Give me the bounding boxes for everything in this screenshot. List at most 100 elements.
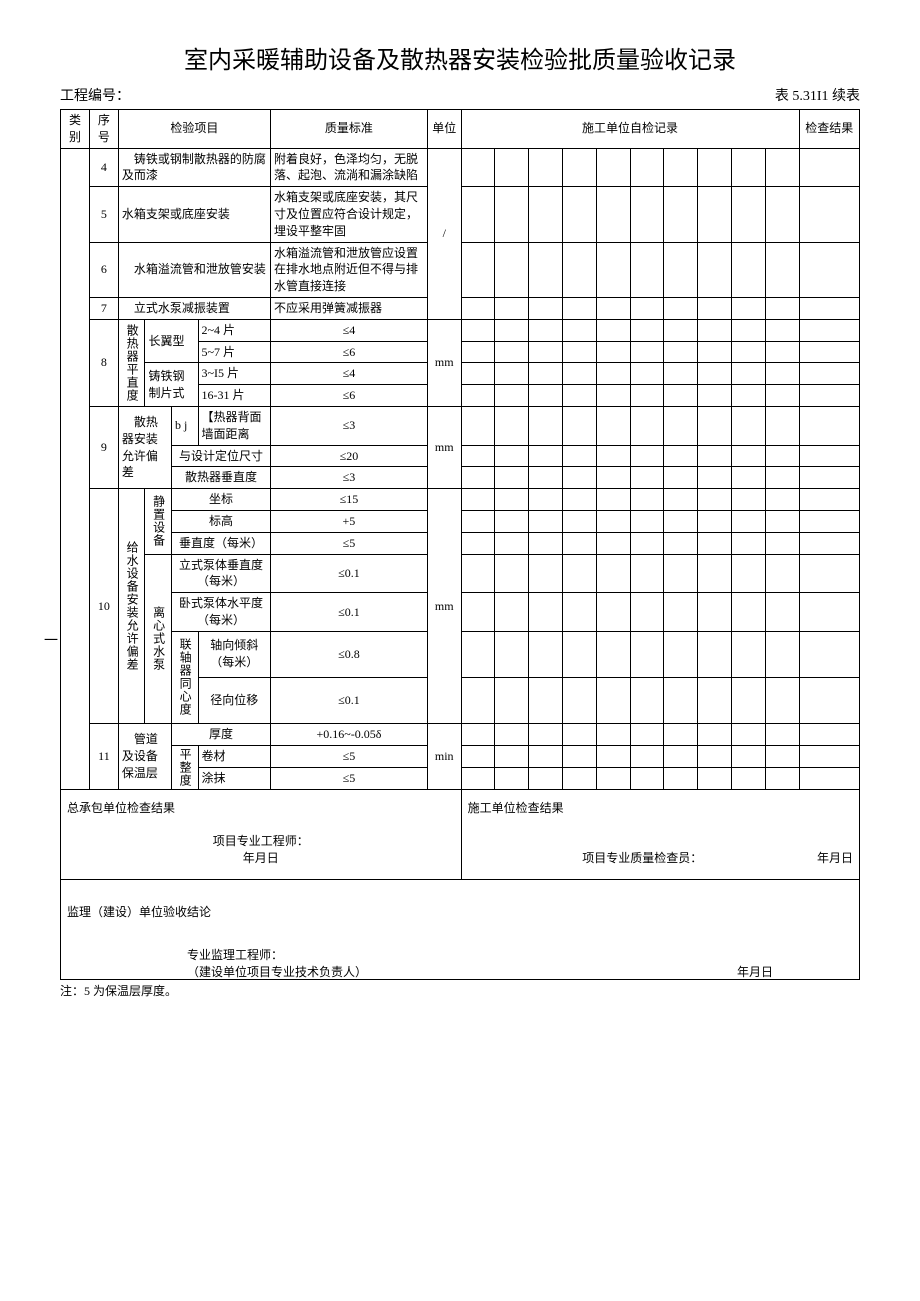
qc-label: 项目专业质量检查员： [582, 850, 702, 867]
supervise-result: 监理（建设）单位验收结论 专业监理工程师： （建设单位项目专业技术负责人） 年月… [61, 879, 860, 979]
contractor-eng: 项目专业工程师： [67, 833, 455, 850]
item-cell: 水箱溢流管和泄放管安装 [118, 242, 270, 297]
leaf-cell: 径向位移 [198, 677, 270, 723]
unit-cell: min [427, 723, 461, 789]
leaf-cell: 卧式泵体水平度（每米） [172, 593, 271, 632]
sub-cell: 静置设备 [145, 489, 172, 554]
unit-cell: mm [427, 406, 461, 488]
leaf-cell: 16-31 片 [198, 385, 270, 407]
hdr-item: 检验项目 [118, 110, 270, 149]
item-cell: 铸铁或钢制散热器的防腐及而漆 [118, 148, 270, 187]
leaf-cell: 【热器背面墙面距离 [198, 406, 270, 445]
leaf-cell: 3~I5 片 [198, 363, 270, 385]
std-cell: ≤6 [270, 341, 427, 363]
std-cell: 水箱支架或底座安装，其尺寸及位置应符合设计规定，埋设平整牢固 [270, 187, 427, 242]
std-cell: ≤5 [270, 745, 427, 767]
pre-cell: b j [172, 406, 199, 445]
leaf-cell: 卷材 [198, 745, 270, 767]
std-cell: ≤3 [270, 467, 427, 489]
std-cell: ≤4 [270, 319, 427, 341]
group-cell: 散热器平直度 [118, 319, 145, 406]
leaf-cell: 坐标 [172, 489, 271, 511]
seq-cell: 6 [89, 242, 118, 297]
table-header: 类 别 序号 检验项目 质量标准 单位 施工单位自检记录 检查结果 [61, 110, 860, 149]
std-cell: ≤0.8 [270, 631, 427, 677]
dash-marker: 一 [44, 630, 58, 650]
leaf-cell: 涂抹 [198, 767, 270, 789]
std-cell: ≤6 [270, 385, 427, 407]
seq-cell: 8 [89, 319, 118, 406]
supervise-eng: 专业监理工程师： [187, 947, 283, 964]
std-cell: ≤5 [270, 767, 427, 789]
footer-row: 监理（建设）单位验收结论 专业监理工程师： （建设单位项目专业技术负责人） 年月… [61, 879, 860, 979]
std-cell: +0.16~-0.05δ [270, 723, 427, 745]
supervise-sub: （建设单位项目专业技术负责人） [187, 964, 367, 981]
std-cell: ≤15 [270, 489, 427, 511]
leaf-cell: 厚度 [172, 723, 271, 745]
table-row: 8 散热器平直度 长翼型 2~4 片 ≤4 mm [61, 319, 860, 341]
unit-cell: mm [427, 489, 461, 724]
std-cell: ≤20 [270, 445, 427, 467]
date-text: 年月日 [67, 850, 455, 867]
std-cell: ≤0.1 [270, 593, 427, 632]
table-row: 4 铸铁或钢制散热器的防腐及而漆 附着良好，色泽均匀，无脱落、起泡、流淌和漏涂缺… [61, 148, 860, 187]
contractor-result: 总承包单位检查结果 项目专业工程师： 年月日 [61, 789, 462, 879]
sub-cell: 联轴器同心度 [172, 631, 199, 723]
sub-cell: 平整度 [172, 745, 199, 789]
table-row: 9 散热器安装允许偏差 b j 【热器背面墙面距离 ≤3 mm [61, 406, 860, 445]
group-cell: 给水设备安装允许偏差 [118, 489, 145, 724]
item-cell: 水箱支架或底座安装 [118, 187, 270, 242]
std-cell: ≤3 [270, 406, 427, 445]
seq-cell: 9 [89, 406, 118, 488]
group-cell: 散热器安装允许偏差 [118, 406, 171, 488]
page-title: 室内采暖辅助设备及散热器安装检验批质量验收记录 [60, 40, 860, 75]
leaf-cell: 立式泵体垂直度（每米） [172, 554, 271, 593]
seq-cell: 7 [89, 297, 118, 319]
seq-cell: 4 [89, 148, 118, 187]
construction-result: 施工单位检查结果 项目专业质量检查员： 年月日 [461, 789, 859, 879]
leaf-cell: 散热器垂直度 [172, 467, 271, 489]
table-no: 表 5.31I1 续表 [775, 85, 860, 105]
item-cell: 立式水泵减振装置 [118, 297, 270, 319]
sub-cell: 离心式水泵 [145, 554, 172, 723]
table-row: 10 给水设备安装允许偏差 静置设备 坐标 ≤15 mm [61, 489, 860, 511]
std-cell: 水箱溢流管和泄放管应设置在排水地点附近但不得与排水管直接连接 [270, 242, 427, 297]
leaf-cell: 轴向倾斜（每米） [198, 631, 270, 677]
leaf-cell: 垂直度（每米） [172, 532, 271, 554]
hdr-category: 类 别 [61, 110, 90, 149]
leaf-cell: 2~4 片 [198, 319, 270, 341]
construction-label: 施工单位检查结果 [468, 800, 853, 817]
sub-cell: 铸铁钢制片式 [145, 363, 198, 407]
seq-cell: 11 [89, 723, 118, 789]
leaf-cell: 5~7 片 [198, 341, 270, 363]
hdr-seq: 序号 [89, 110, 118, 149]
std-cell: ≤4 [270, 363, 427, 385]
seq-cell: 5 [89, 187, 118, 242]
seq-cell: 10 [89, 489, 118, 724]
std-cell: 不应采用弹簧减振器 [270, 297, 427, 319]
group-cell: 管道及设备保温层 [118, 723, 171, 789]
date-text: 年月日 [817, 850, 853, 867]
category-cell [61, 148, 90, 789]
contractor-label: 总承包单位检查结果 [67, 800, 455, 817]
std-cell: +5 [270, 510, 427, 532]
std-cell: 附着良好，色泽均匀，无脱落、起泡、流淌和漏涂缺陷 [270, 148, 427, 187]
main-table: 类 别 序号 检验项目 质量标准 单位 施工单位自检记录 检查结果 4 铸铁或钢… [60, 109, 860, 980]
std-cell: ≤0.1 [270, 677, 427, 723]
table-row: 11 管道及设备保温层 厚度 +0.16~-0.05δ min [61, 723, 860, 745]
header-row: 工程编号： 表 5.31I1 续表 [60, 85, 860, 105]
date-text: 年月日 [737, 964, 773, 981]
hdr-unit: 单位 [427, 110, 461, 149]
unit-cell: / [427, 148, 461, 319]
std-cell: ≤5 [270, 532, 427, 554]
sub-cell: 长翼型 [145, 319, 198, 363]
leaf-cell: 与设计定位尺寸 [172, 445, 271, 467]
hdr-result: 检查结果 [799, 110, 860, 149]
project-no-label: 工程编号： [60, 85, 130, 105]
footer-row: 总承包单位检查结果 项目专业工程师： 年月日 施工单位检查结果 项目专业质量检查… [61, 789, 860, 879]
hdr-std: 质量标准 [270, 110, 427, 149]
unit-cell: mm [427, 319, 461, 406]
hdr-selfcheck: 施工单位自检记录 [461, 110, 799, 149]
supervise-label: 监理（建设）单位验收结论 [67, 904, 853, 921]
std-cell: ≤0.1 [270, 554, 427, 593]
